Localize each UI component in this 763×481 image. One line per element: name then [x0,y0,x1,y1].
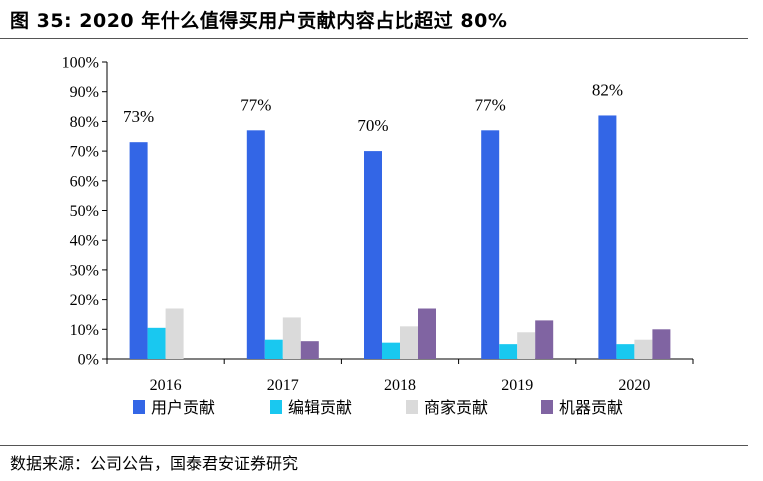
y-tick-label: 50% [70,203,99,220]
y-tick-label: 10% [70,322,99,339]
legend-swatch [270,400,282,414]
bar-1-2020 [598,115,617,360]
bar-2-2016 [147,327,166,359]
bar-2-2019 [499,344,518,359]
bar-4-2017 [300,341,319,359]
y-tick-label: 0% [78,352,99,369]
bar-1-2017 [246,130,265,359]
bar-3-2018 [400,326,418,359]
y-tick-label: 90% [70,84,99,101]
data-label: 82% [592,80,623,99]
data-label: 70% [357,116,388,135]
bar-3-2020 [634,339,653,359]
bar-4-2019 [535,320,554,359]
y-tick-label: 40% [70,233,99,250]
bar-1-2019 [481,130,500,359]
source-divider [0,445,748,446]
legend-swatch [133,400,145,414]
legend-label: 用户贡献 [151,398,215,417]
x-tick-label: 2017 [267,377,299,394]
x-tick-label: 2019 [501,377,533,394]
source-note: 数据来源：公司公告，国泰君安证券研究 [10,454,299,473]
data-labels: 73% 77% 70% 77% 82% [123,80,623,135]
x-tick-label: 2018 [384,377,416,394]
x-tick-label: 2016 [150,377,182,394]
y-tick-label: 20% [70,292,99,309]
y-axis: 0% 10% 20% 30% 40% 50% 60% 70% 80% 90% 100% [62,55,108,369]
data-label: 73% [123,107,154,126]
bar-2-2020 [616,344,635,359]
bar-1-2018 [364,151,382,359]
data-label: 77% [475,95,506,114]
legend-swatch [541,400,553,414]
bars [129,115,671,360]
legend-label: 编辑贡献 [288,398,352,417]
bar-1-2016 [129,142,148,359]
bar-4-2018 [418,308,436,359]
bar-2-2018 [382,342,400,359]
data-label: 77% [240,95,271,114]
y-tick-label: 60% [70,173,99,190]
title-divider [0,38,748,39]
y-tick-label: 30% [70,262,99,279]
bar-4-2020 [652,329,671,359]
legend-label: 机器贡献 [559,398,623,417]
figure-title: 图 35: 2020 年什么值得买用户贡献内容占比超过 80% [10,10,508,32]
legend: 用户贡献 编辑贡献 商家贡献 机器贡献 [133,398,623,417]
y-tick-label: 100% [62,55,99,72]
bar-chart: 0%10%20%30%40%50%60%70%80%90%100% 2016 20… [62,55,694,417]
bar-3-2017 [282,317,301,359]
x-axis: 2016 2017 2018 2019 2020 [106,358,694,394]
bar-2-2017 [264,339,283,359]
bar-3-2019 [517,332,536,359]
legend-swatch [406,400,418,414]
y-tick-label: 70% [70,144,99,161]
bar-3-2016 [165,308,184,359]
x-tick-label: 2020 [618,377,650,394]
y-tick-label: 80% [70,114,99,131]
legend-label: 商家贡献 [424,398,488,417]
